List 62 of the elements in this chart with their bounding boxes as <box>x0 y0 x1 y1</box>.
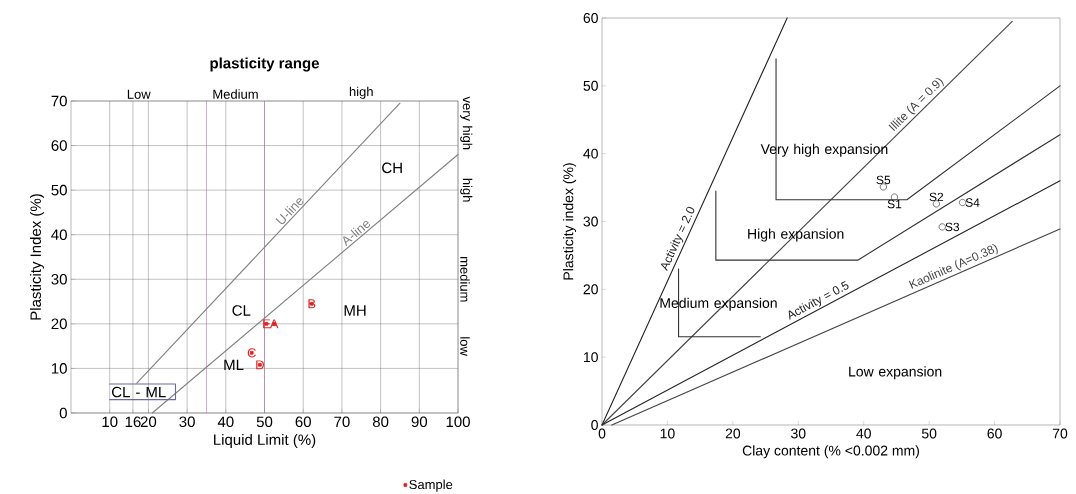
y-tick-label: 30 <box>51 273 67 285</box>
text: Low <box>127 89 151 99</box>
x-tick-label: 30 <box>791 428 806 439</box>
data-label: S4 <box>965 198 980 207</box>
x-tick-label: 60 <box>987 428 1002 439</box>
y-axis-title: Plasticity Index (%) <box>29 193 44 320</box>
text: Illite (A = 0.9) <box>888 77 944 131</box>
y-tick-label: 0 <box>59 407 67 419</box>
x-axis-title: Liquid Limit (%) <box>214 433 316 448</box>
text: high <box>460 178 473 202</box>
chart-title: plasticity range <box>210 57 319 72</box>
annotation: MH <box>344 305 366 316</box>
data-label: C <box>247 347 256 358</box>
annotation: CL <box>232 304 251 316</box>
y-tick-label: 50 <box>51 184 67 196</box>
annotation: Very high expansion <box>760 143 888 157</box>
x-tick-label: 30 <box>179 416 195 427</box>
legend-label: Sample <box>409 479 453 492</box>
x-tick-label: 20 <box>140 416 157 427</box>
x-tick-label: 60 <box>295 416 311 427</box>
data-label: S2 <box>929 192 944 201</box>
y-tick-label: 60 <box>583 12 598 23</box>
x-tick-label: 50 <box>256 416 273 427</box>
text: high <box>349 86 373 99</box>
data-label: S5 <box>876 175 891 184</box>
annotation: CL - ML <box>112 386 166 398</box>
annotation: ML <box>224 359 244 370</box>
y-tick-label: 40 <box>583 148 598 159</box>
x-tick-label: 80 <box>372 416 389 427</box>
x-tick-label: 90 <box>411 416 428 427</box>
x-tick-label: 10 <box>660 428 675 439</box>
x-tick-label: 70 <box>334 416 350 427</box>
text: very high <box>460 96 473 149</box>
y-axis-title: Plasticity index (%) <box>563 163 577 280</box>
y-tick-label: 20 <box>583 284 598 295</box>
x-tick-label: 40 <box>856 428 871 439</box>
y-tick-label: 20 <box>51 318 67 329</box>
x-tick-label: 20 <box>725 428 741 439</box>
x-tick-label: 0 <box>598 428 606 439</box>
y-tick-label: 60 <box>51 140 67 151</box>
data-label: S1 <box>887 199 902 209</box>
text: medium <box>460 256 470 302</box>
x-tick-label: 50 <box>921 428 937 439</box>
x-axis-title: Clay content (% <0.002 mm) <box>742 445 920 459</box>
y-tick-label: 50 <box>583 80 598 91</box>
y-tick-label: 30 <box>583 216 598 227</box>
y-tick-label: 10 <box>51 362 67 374</box>
x-tick-label: 100 <box>446 416 470 427</box>
data-label: D <box>256 360 264 370</box>
x-tick-label: 40 <box>217 416 234 427</box>
text: low <box>460 337 470 356</box>
x-tick-label: 10 <box>102 416 118 427</box>
y-tick-label: 10 <box>583 351 598 362</box>
x-tick-label: 70 <box>1052 428 1068 439</box>
data-label: A <box>269 319 279 329</box>
data-label: S3 <box>945 222 960 231</box>
annotation: Low expansion <box>849 366 942 380</box>
annotation: CH <box>382 162 402 173</box>
text: Medium <box>213 89 258 99</box>
y-tick-label: 40 <box>51 229 67 240</box>
y-tick-label: 70 <box>51 95 67 107</box>
x-tick-label: 16 <box>125 416 141 427</box>
